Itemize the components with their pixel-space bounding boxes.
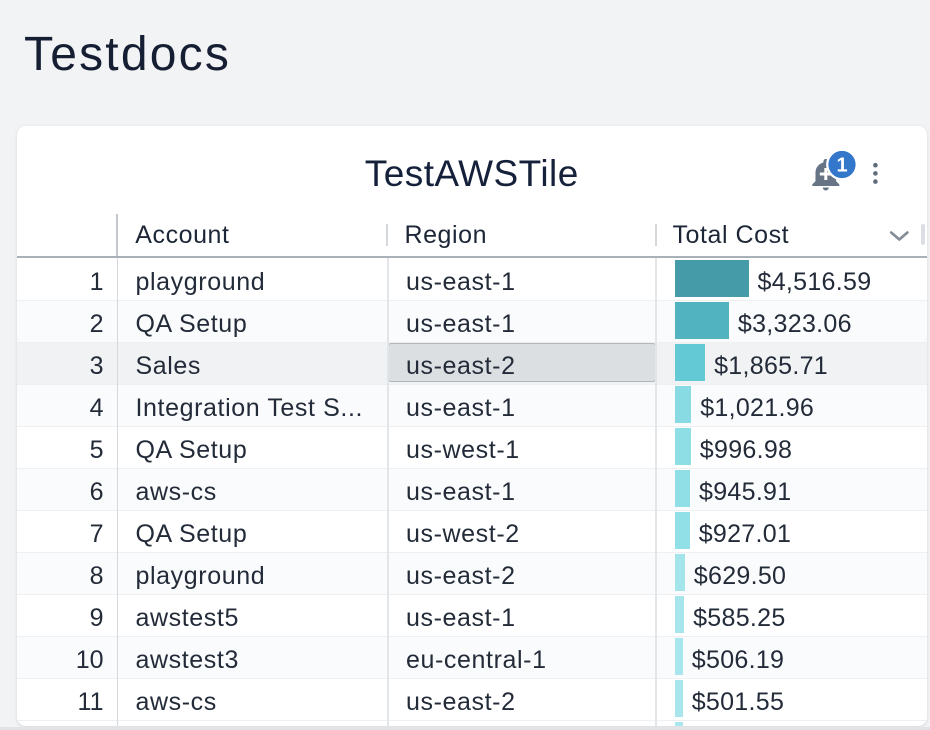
svg-text:1: 1 (836, 155, 847, 177)
